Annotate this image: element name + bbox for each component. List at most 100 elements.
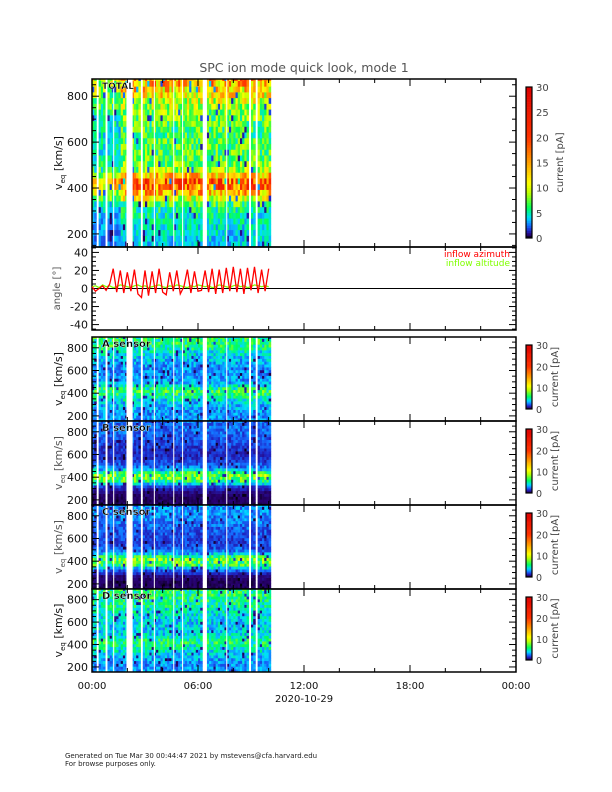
- heatmap-cell: [231, 392, 234, 396]
- heatmap-cell: [235, 344, 239, 348]
- heatmap-cell: [125, 132, 128, 139]
- heatmap-cell: [145, 361, 148, 365]
- heatmap-cell: [92, 361, 95, 365]
- heatmap-cell: [171, 149, 175, 156]
- heatmap-cell: [253, 155, 256, 162]
- heatmap-cell: [195, 160, 199, 167]
- heatmap-cell: [195, 401, 199, 405]
- heatmap-cell: [149, 375, 152, 379]
- heatmap-cell: [131, 384, 135, 388]
- heatmap-cell: [246, 172, 250, 179]
- heatmap-cell: [145, 201, 148, 208]
- heatmap-cell: [138, 218, 141, 225]
- colorbar-label: current [pA]: [555, 132, 566, 192]
- heatmap-cell: [233, 160, 236, 167]
- heatmap-cell: [228, 415, 232, 419]
- heatmap-cell: [213, 132, 216, 139]
- heatmap-cell: [244, 120, 247, 127]
- heatmap-cell: [133, 344, 137, 348]
- colorbar-segment: [526, 89, 532, 93]
- heatmap-cell: [193, 235, 197, 242]
- heatmap-cell: [98, 195, 102, 202]
- heatmap-cell: [107, 189, 110, 196]
- heatmap-cell: [164, 350, 168, 354]
- colorbar-segment: [526, 358, 532, 361]
- heatmap-cell: [193, 361, 197, 365]
- heatmap-cell: [237, 398, 241, 402]
- heatmap-cell: [114, 337, 117, 339]
- heatmap-cell: [264, 386, 267, 391]
- heatmap-cell: [109, 470, 113, 475]
- heatmap-cell: [257, 218, 261, 225]
- heatmap-cell: [160, 355, 163, 359]
- heatmap-cell: [153, 347, 157, 351]
- heatmap-cell: [257, 412, 261, 416]
- heatmap-cell: [244, 97, 247, 104]
- heatmap-cell: [98, 425, 102, 429]
- heatmap-cell: [156, 386, 159, 391]
- heatmap-cell: [98, 479, 102, 483]
- heatmap-cell: [178, 389, 181, 393]
- heatmap-cell: [178, 201, 181, 208]
- heatmap-cell: [107, 392, 110, 396]
- heatmap-cell: [151, 398, 155, 402]
- heatmap-cell: [98, 143, 102, 150]
- heatmap-cell: [158, 115, 161, 122]
- heatmap-cell: [100, 155, 104, 162]
- heatmap-cell: [259, 375, 263, 379]
- heatmap-cell: [145, 364, 148, 368]
- heatmap-cell: [198, 172, 201, 179]
- heatmap-cell: [189, 79, 192, 81]
- heatmap-cell: [222, 149, 225, 156]
- data-gap: [106, 79, 108, 247]
- y-axis-label: angle [°]: [52, 267, 63, 311]
- heatmap-cell: [178, 137, 181, 145]
- heatmap-cell: [138, 384, 141, 388]
- heatmap-cell: [114, 381, 117, 385]
- heatmap-cell: [151, 160, 155, 167]
- heatmap-cell: [211, 389, 214, 393]
- heatmap-cell: [184, 206, 188, 213]
- heatmap-cell: [195, 126, 199, 133]
- heatmap-cell: [226, 212, 230, 219]
- heatmap-cell: [184, 352, 188, 357]
- heatmap-cell: [133, 79, 137, 81]
- heatmap-cell: [233, 241, 236, 248]
- heatmap-cell: [200, 126, 203, 133]
- heatmap-cell: [259, 137, 263, 145]
- heatmap-cell: [259, 395, 263, 399]
- heatmap-cell: [136, 350, 139, 354]
- heatmap-cell: [211, 412, 214, 416]
- heatmap-cell: [191, 412, 194, 416]
- heatmap-cell: [167, 92, 170, 99]
- heatmap-cell: [136, 229, 139, 236]
- heatmap-cell: [213, 398, 216, 402]
- heatmap-cell: [226, 352, 230, 357]
- heatmap-cell: [222, 160, 225, 167]
- heatmap-cell: [164, 224, 168, 231]
- heatmap-cell: [120, 172, 124, 179]
- heatmap-cell: [206, 241, 210, 248]
- heatmap-cell: [264, 418, 267, 422]
- heatmap-cell: [242, 403, 245, 408]
- heatmap-cell: [184, 358, 188, 362]
- heatmap-cell: [231, 143, 234, 150]
- heatmap-cell: [226, 80, 230, 87]
- heatmap-cell: [111, 361, 115, 365]
- heatmap-cell: [259, 369, 263, 374]
- heatmap-cell: [217, 337, 221, 339]
- heatmap-cell: [206, 412, 210, 416]
- heatmap-cell: [257, 418, 261, 422]
- heatmap-cell: [182, 412, 186, 416]
- heatmap-cell: [116, 462, 119, 466]
- heatmap-cell: [111, 418, 115, 422]
- heatmap-cell: [224, 235, 228, 242]
- heatmap-cell: [215, 358, 219, 362]
- heatmap-cell: [226, 347, 230, 351]
- heatmap-cell: [211, 109, 214, 116]
- heatmap-cell: [156, 183, 159, 190]
- heatmap-cell: [153, 352, 157, 357]
- heatmap-cell: [211, 218, 214, 225]
- heatmap-cell: [237, 241, 241, 248]
- heatmap-cell: [100, 137, 104, 145]
